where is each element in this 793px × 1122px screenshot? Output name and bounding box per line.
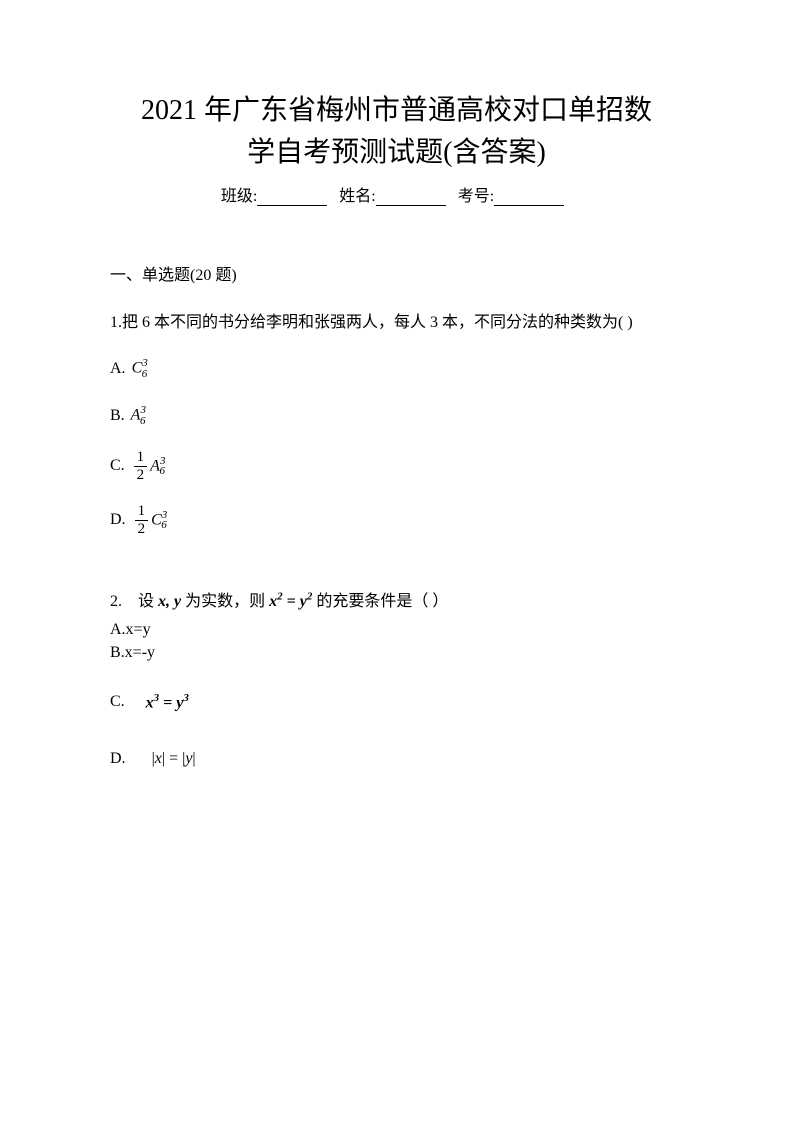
math-expr: C36 — [132, 355, 148, 382]
fraction: 1 2 — [134, 449, 148, 483]
fraction: 1 2 — [135, 503, 149, 537]
q2-option-b: B.x=-y — [110, 642, 683, 664]
math-expr: C36 — [151, 507, 167, 534]
math-expr: |x| = |y| — [152, 750, 196, 768]
math-expr: x3 = y3 — [146, 692, 189, 712]
form-line: 班级: 姓名: 考号: — [110, 182, 683, 206]
q1-text: 1.把 6 本不同的书分给李明和张强两人，每人 3 本，不同分法的种类数为( ) — [110, 305, 683, 340]
q2-option-a: A.x=y — [110, 619, 683, 641]
q1-option-c: C. 1 2 A36 — [110, 449, 683, 483]
name-blank[interactable] — [376, 190, 446, 206]
q1-option-a: A. C36 — [110, 355, 683, 382]
option-label: B. — [110, 404, 125, 428]
q2-text: 2. 设 x, y 为实数，则 x2 = y2 的充要条件是（ ） — [110, 587, 683, 611]
q2-number: 2. — [110, 593, 122, 611]
class-blank[interactable] — [257, 190, 327, 206]
option-label: A. — [110, 357, 126, 381]
option-label: D. — [110, 508, 126, 532]
text-suffix: 的充要条件是（ ） — [316, 593, 448, 610]
class-label: 班级: — [221, 188, 257, 205]
math-expr: A36 — [150, 453, 165, 480]
math-expr: A36 — [131, 402, 146, 429]
option-label: D. — [110, 750, 126, 768]
number-blank[interactable] — [494, 190, 564, 206]
option-label: C. — [110, 454, 125, 478]
section-header: 一、单选题(20 题) — [110, 261, 683, 285]
text-prefix: 设 — [138, 593, 154, 610]
math-eq: x2 = y2 — [269, 593, 312, 610]
q2-option-d: D. |x| = |y| — [110, 750, 683, 768]
number-label: 考号: — [458, 188, 494, 205]
title-line2: 学自考预测试题(含答案) — [110, 132, 683, 174]
name-label: 姓名: — [339, 188, 375, 205]
text-mid: 为实数，则 — [185, 593, 269, 610]
q2-option-c: C. x3 = y3 — [110, 692, 683, 712]
q1-option-b: B. A36 — [110, 402, 683, 429]
math-xy: x, y — [158, 593, 185, 610]
q1-option-d: D. 1 2 C36 — [110, 503, 683, 537]
title-line1: 2021 年广东省梅州市普通高校对口单招数 — [110, 90, 683, 132]
option-label: C. — [110, 693, 125, 711]
